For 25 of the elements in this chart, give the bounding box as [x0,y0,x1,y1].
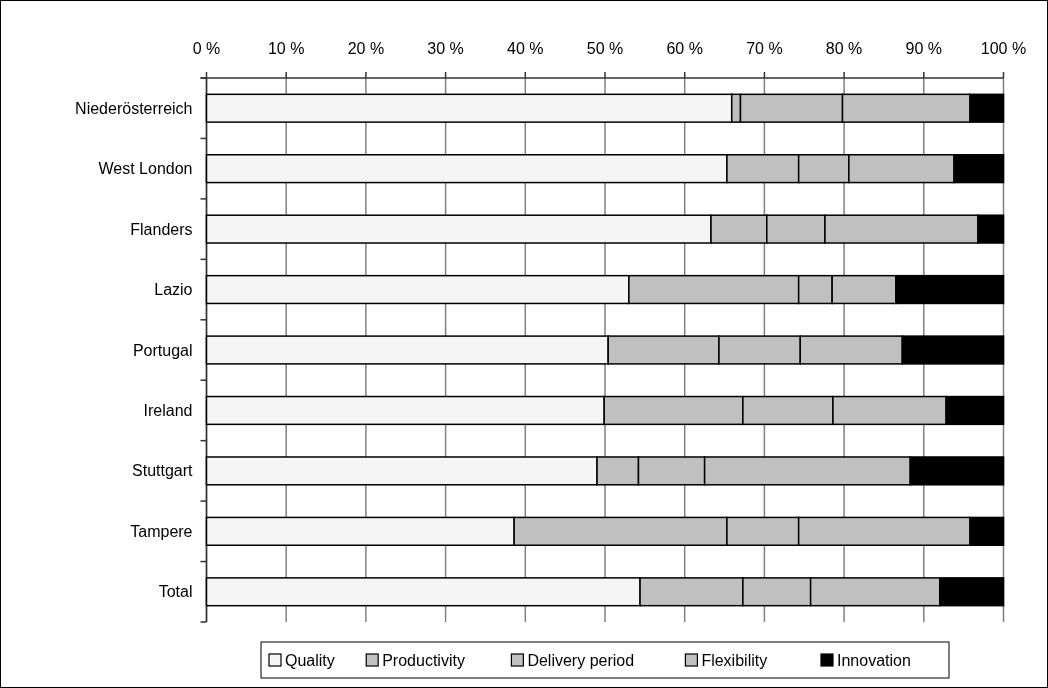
x-tick-label: 30 % [427,40,464,57]
x-tick-label: 50 % [586,40,624,57]
x-tick-label: 20 % [347,40,385,57]
y-tick-label: Tampere [130,522,193,540]
y-tick-label: West London [98,160,193,178]
x-tick-label: 0 % [192,40,221,57]
y-tick-label: Niederösterreich [75,99,193,117]
y-tick-label: Flanders [130,220,193,238]
x-tick-label: 80 % [825,40,863,57]
y-tick-label: Stuttgart [132,462,194,480]
x-tick-label: 100 % [980,40,1027,57]
x-tick-label: 10 % [267,40,305,57]
x-tick-label: 40 % [507,40,544,57]
legend-label: Delivery period [527,651,635,669]
y-tick-label: Portugal [132,341,193,359]
y-tick-label: Ireland [143,402,193,420]
y-tick-label: Lazio [154,281,193,299]
legend-label: Innovation [837,651,911,669]
x-tick-label: 70 % [746,40,783,57]
x-tick-label: 90 % [905,40,943,57]
y-tick-label: Total [158,583,193,601]
legend-label: Flexibility [701,651,768,669]
legend-label: Quality [285,651,335,669]
x-tick-label: 60 % [666,40,703,57]
legend-label: Productivity [382,651,465,669]
